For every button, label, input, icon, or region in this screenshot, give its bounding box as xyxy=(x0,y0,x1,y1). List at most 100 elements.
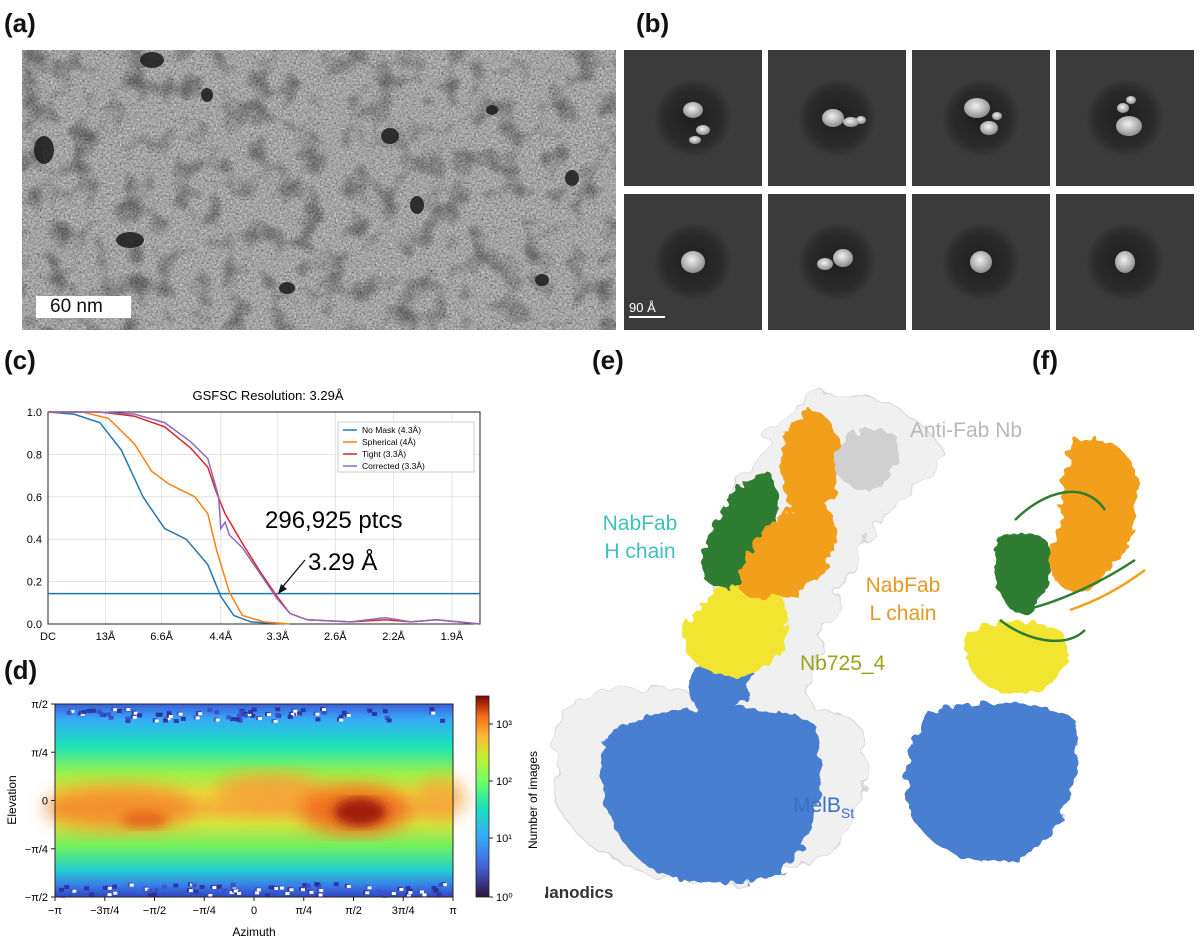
heatmap-xtick: π/4 xyxy=(295,905,312,917)
fsc-annotation-resolution: 3.29 Å xyxy=(308,548,377,576)
heatmap-xtick: 3π/4 xyxy=(392,905,415,917)
fsc-xtick: DC xyxy=(40,631,56,643)
colorbar-ticks: 10³ 10² 10¹ 10⁰ xyxy=(489,719,513,904)
melb-density xyxy=(601,707,821,884)
fsc-curves xyxy=(47,411,481,625)
fsc-xtick: 13Å xyxy=(96,630,116,643)
fsc-title: GSFSC Resolution: 3.29Å xyxy=(192,388,343,403)
colorbar-tick: 10⁰ xyxy=(496,892,513,904)
legend-spherical: Spherical (4Å) xyxy=(362,437,416,447)
melb-ribbon xyxy=(906,703,1078,863)
class-average-tile xyxy=(624,194,762,330)
heatmap-ytick: 0 xyxy=(42,796,48,808)
fsc-arrow-line xyxy=(279,559,306,591)
heatmap-ylabel: Elevation xyxy=(5,775,19,824)
fsc-curve-no-mask xyxy=(47,411,286,625)
class-average-tile xyxy=(912,50,1050,186)
fsc-curve-corrected xyxy=(48,411,481,625)
fsc-legend: No Mask (4.3Å) Spherical (4Å) Tight (3.3… xyxy=(337,421,475,473)
colorbar-tick: 10¹ xyxy=(496,833,512,845)
heatmap-xtick: −3π/4 xyxy=(90,905,119,917)
class-average-tile xyxy=(768,194,906,330)
fsc-annotation-particles: 296,925 ptcs xyxy=(265,507,402,534)
fsc-axes-frame xyxy=(47,411,481,625)
fsc-ytick: 0.2 xyxy=(27,577,42,589)
scale-bar-60nm: 60 nm xyxy=(36,296,131,318)
ribbon-model xyxy=(906,437,1146,863)
nb725-density xyxy=(683,579,789,676)
heatmap-sparse-edges xyxy=(59,707,447,898)
class-average-tile xyxy=(1056,50,1194,186)
angular-distribution-plot: −π −3π/4 −π/2 −π/4 0 π/4 π/2 3π/4 π π/2π/40−π/4−… xyxy=(5,695,540,939)
legend-corrected: Corrected (3.3Å) xyxy=(362,461,425,471)
panel-label-d: (d) xyxy=(4,655,38,685)
colorbar xyxy=(475,695,490,898)
micrograph-image xyxy=(22,50,616,330)
label-melb: MelBSt xyxy=(793,794,854,821)
fsc-xtick: 1.9Å xyxy=(441,630,464,643)
fsc-ytick: 1.0 xyxy=(27,407,42,419)
l-chain-ribbon xyxy=(1049,437,1140,592)
label-nb725: Nb725_4 xyxy=(800,652,886,675)
heatmap-ytick: −π/4 xyxy=(25,844,48,856)
heatmap-ytick: π/2 xyxy=(31,699,48,711)
fsc-xtick: 6.6Å xyxy=(150,630,173,643)
legend-no-mask: No Mask (4.3Å) xyxy=(362,425,421,435)
fsc-y-ticks: 0.0 0.2 0.4 0.6 0.8 1.0 xyxy=(27,407,42,631)
fsc-xtick: 2.2Å xyxy=(382,630,405,643)
fsc-ytick: 0.6 xyxy=(27,492,42,504)
heatmap-xtick: −π/4 xyxy=(193,905,216,917)
scale-bar-90a-label: 90 Å xyxy=(629,300,656,315)
fsc-ytick: 0.0 xyxy=(27,619,42,631)
label-l-chain-1: NabFab xyxy=(866,574,941,597)
cryoem-map xyxy=(554,393,941,884)
fsc-curve-spherical xyxy=(48,411,290,625)
heatmap-ytick: π/4 xyxy=(31,747,48,759)
panel-label-f: (f) xyxy=(1032,345,1058,375)
fsc-arrow-head xyxy=(278,584,287,594)
heatmap-xtick: −π xyxy=(48,905,62,917)
nb725-ribbon xyxy=(964,621,1068,695)
antifab-density xyxy=(834,430,899,490)
heatmap-xlabel: Azimuth xyxy=(232,925,275,939)
structure-figures: Anti-Fab Nb NabFab H chain NabFab L chai… xyxy=(545,393,1146,902)
class-average-tile xyxy=(1056,194,1194,330)
l-chain-density xyxy=(739,498,836,600)
colorbar-tick: 10³ xyxy=(496,719,512,731)
scale-bar-90a-line xyxy=(629,316,665,318)
label-l-chain-2: L chain xyxy=(870,602,937,625)
panel-label-c: (c) xyxy=(4,345,36,375)
heatmap-xtick: −π/2 xyxy=(143,905,166,917)
heatmap-hotspot xyxy=(334,798,386,826)
fsc-ytick: 0.4 xyxy=(27,534,42,546)
heatmap-xtick: π xyxy=(449,905,457,917)
panel-label-e: (e) xyxy=(592,345,624,375)
colorbar-label: Number of images xyxy=(526,751,540,849)
fsc-xtick: 2.6Å xyxy=(324,630,347,643)
label-nanodisc: Nanodics xyxy=(545,883,614,902)
label-h-chain-1: NabFab xyxy=(603,512,678,535)
h-chain-ribbon xyxy=(994,532,1052,615)
fsc-xtick: 3.3Å xyxy=(267,630,290,643)
panel-label-b: (b) xyxy=(636,8,670,38)
legend-tight: Tight (3.3Å) xyxy=(362,449,406,459)
label-anti-fab: Anti-Fab Nb xyxy=(910,419,1022,442)
panel-label-a: (a) xyxy=(4,8,36,38)
colorbar-tick: 10² xyxy=(496,776,512,788)
heatmap-xtick: 0 xyxy=(251,905,257,917)
heatmap-x-ticks: −π −3π/4 −π/2 −π/4 0 π/4 π/2 3π/4 π xyxy=(48,897,457,917)
fsc-xtick: 4.4Å xyxy=(209,630,232,643)
class-averages-grid xyxy=(624,50,1200,330)
heatmap-ytick: −π/2 xyxy=(25,892,48,904)
scale-bar-90a: 90 Å xyxy=(629,300,665,318)
label-h-chain-2: H chain xyxy=(604,540,675,563)
fsc-ytick: 0.8 xyxy=(27,449,42,461)
class-average-tile xyxy=(624,50,762,186)
fsc-plot: GSFSC Resolution: 3.29Å 0.0 0.2 0.4 0.6 0.8 1… xyxy=(27,388,481,643)
fsc-x-ticks: DC 13Å 6.6Å 4.4Å 3.3Å 2.6Å 2.2Å 1.9Å xyxy=(40,630,464,643)
fsc-curve-tight xyxy=(48,411,481,625)
class-average-tile xyxy=(912,194,1050,330)
class-average-tile xyxy=(768,50,906,186)
heatmap-y-ticks: π/2 π/4 0 −π/4 −π/2 xyxy=(25,699,55,904)
heatmap-xtick: π/2 xyxy=(345,905,362,917)
